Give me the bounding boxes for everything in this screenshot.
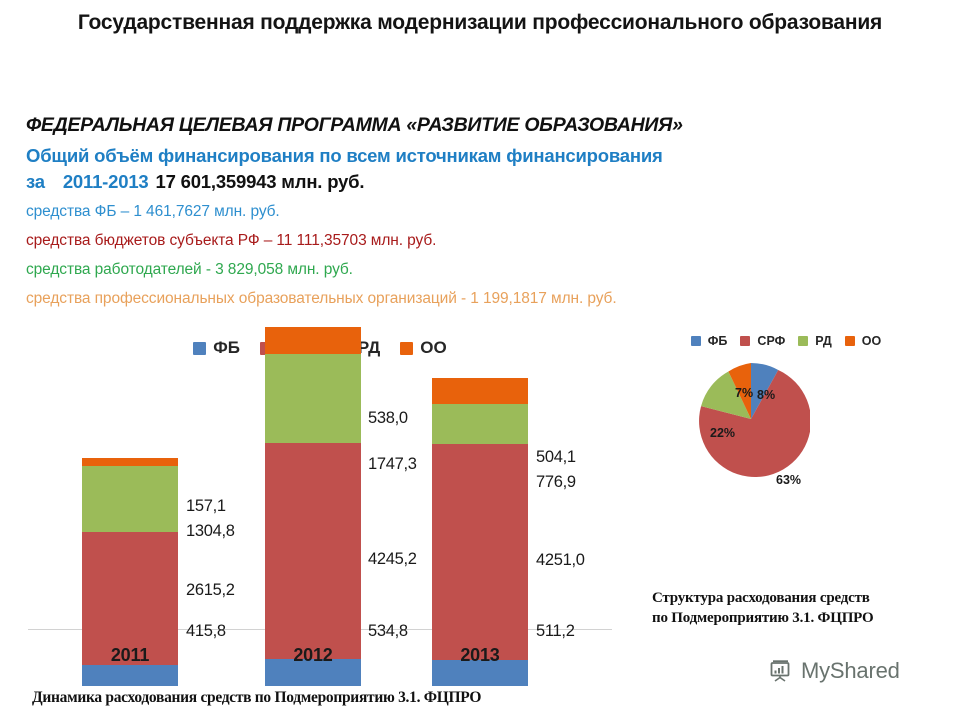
bar-segment-rd-2012[interactable] xyxy=(265,354,361,443)
pie-legend-item-srf: СРФ xyxy=(740,334,785,348)
legend-item-oo: ОО xyxy=(400,338,447,358)
pie-slice-rd[interactable] xyxy=(701,371,751,419)
pie-chart-caption: Структура расходования средств по Подмер… xyxy=(652,590,874,626)
bar-label-srf-2011: 2615,2 xyxy=(186,581,235,599)
presentation-board-icon xyxy=(770,660,790,682)
pie-legend-item-oo: ОО xyxy=(844,334,882,348)
bar-label-srf-2012: 4245,2 xyxy=(368,550,417,568)
pie-legend-item-fb: ФБ xyxy=(690,334,728,348)
bar-segment-fb-2013[interactable] xyxy=(432,660,528,686)
bar-label-rd-2012: 1747,3 xyxy=(368,455,417,473)
bar-segment-srf-2013[interactable] xyxy=(432,444,528,660)
bar-label-oo-2011: 157,1 xyxy=(186,497,226,515)
pie-slice-srf[interactable] xyxy=(699,370,810,477)
bar-label-oo-2013: 504,1 xyxy=(536,448,576,466)
bar-xtick-2012: 2012 xyxy=(293,645,333,665)
legend-label-fb: ФБ xyxy=(213,338,240,357)
bar-segment-oo-2012[interactable] xyxy=(265,327,361,354)
program-heading: ФЕДЕРАЛЬНАЯ ЦЕЛЕВАЯ ПРОГРАММА «РАЗВИТИЕ … xyxy=(26,114,683,136)
pie-legend-swatch-oo xyxy=(844,336,855,346)
bar-segment-rd-2013[interactable] xyxy=(432,404,528,444)
pie-legend-label-oo: ОО xyxy=(861,334,882,348)
bar-stack-2012[interactable] xyxy=(265,327,361,686)
source-line-rd: средства работодателей - 3 829,058 млн. … xyxy=(26,261,353,278)
pie-svg xyxy=(699,363,810,477)
bar-xtick-2011: 2011 xyxy=(110,645,150,665)
bar-xtick-2013: 2013 xyxy=(460,645,500,665)
bar-segment-srf-2011[interactable] xyxy=(82,532,178,665)
legend-label-oo: ОО xyxy=(420,338,447,357)
source-line-fb: средства ФБ – 1 461,7627 млн. руб. xyxy=(26,203,280,220)
total-funding-line2: за 2011-2013 17 601,359943 млн. руб. xyxy=(26,169,926,195)
pie-chart-legend: ФБ СРФ РД ОО xyxy=(636,334,936,348)
total-amount: 17 601,359943 млн. руб. xyxy=(155,171,365,192)
pie-legend-swatch-rd xyxy=(798,336,809,346)
bar-stack-2011[interactable] xyxy=(82,458,178,686)
bar-label-fb-2013: 511,2 xyxy=(536,622,575,640)
pie-label-rd: 22% xyxy=(710,426,736,440)
pie-legend-label-rd: РД xyxy=(815,334,832,348)
pie-legend-swatch-srf xyxy=(740,336,751,346)
legend-swatch-fb xyxy=(193,341,207,355)
bar-segment-rd-2011[interactable] xyxy=(82,466,178,532)
bar-label-rd-2011: 1304,8 xyxy=(186,522,235,540)
stacked-bar-chart: ФБ СРФ РД ОО 4492,9 157,1 1304,8 2615,2 … xyxy=(0,326,640,686)
pie-chart: ФБ СРФ РД ОО 8% 63% 22% 7% xyxy=(636,326,960,576)
bar-segment-oo-2011[interactable] xyxy=(82,458,178,466)
source-line-oo: средства профессиональных образовательны… xyxy=(26,290,617,307)
pie-slice-fb[interactable] xyxy=(751,363,779,419)
bar-label-rd-2013: 776,9 xyxy=(536,473,576,491)
bar-segment-srf-2012[interactable] xyxy=(265,443,361,659)
myshared-watermark: MyShared xyxy=(768,658,900,684)
bar-segment-oo-2013[interactable] xyxy=(432,378,528,404)
pie-slice-oo[interactable] xyxy=(728,363,751,419)
pie-label-fb: 8% xyxy=(757,388,776,402)
total-years: 2011-2013 xyxy=(62,171,149,192)
legend-swatch-oo xyxy=(400,341,414,355)
bar-label-fb-2012: 534,8 xyxy=(368,622,408,640)
bar-chart-caption: Динамика расходования средств по Подмеро… xyxy=(32,689,482,706)
pie-legend-label-fb: ФБ xyxy=(707,334,728,348)
pie-legend-item-rd: РД xyxy=(798,334,832,348)
bar-segment-fb-2011[interactable] xyxy=(82,665,178,686)
page-title: Государственная поддержка модернизации п… xyxy=(77,11,883,34)
pie-legend-label-srf: СРФ xyxy=(757,334,786,348)
bar-label-oo-2012: 538,0 xyxy=(368,409,408,427)
bar-stack-2013[interactable] xyxy=(432,378,528,686)
legend-item-fb: ФБ xyxy=(193,338,240,358)
source-line-srf: средства бюджетов субъекта РФ – 11 111,3… xyxy=(26,232,437,249)
pie-label-srf: 63% xyxy=(776,473,802,487)
bar-label-srf-2013: 4251,0 xyxy=(536,551,585,569)
pie-label-oo: 7% xyxy=(735,386,754,400)
legend-label-rd: РД xyxy=(357,338,381,357)
bar-label-fb-2011: 415,8 xyxy=(186,622,226,640)
total-prefix: за xyxy=(26,171,45,192)
total-funding-line1: Общий объём финансирования по всем источ… xyxy=(26,145,663,166)
program-summary-block: ФЕДЕРАЛЬНАЯ ЦЕЛЕВАЯ ПРОГРАММА «РАЗВИТИЕ … xyxy=(26,112,926,311)
bar-segment-fb-2012[interactable] xyxy=(265,659,361,686)
pie-legend-swatch-fb xyxy=(690,336,701,346)
watermark-text: MyShared xyxy=(801,658,900,683)
